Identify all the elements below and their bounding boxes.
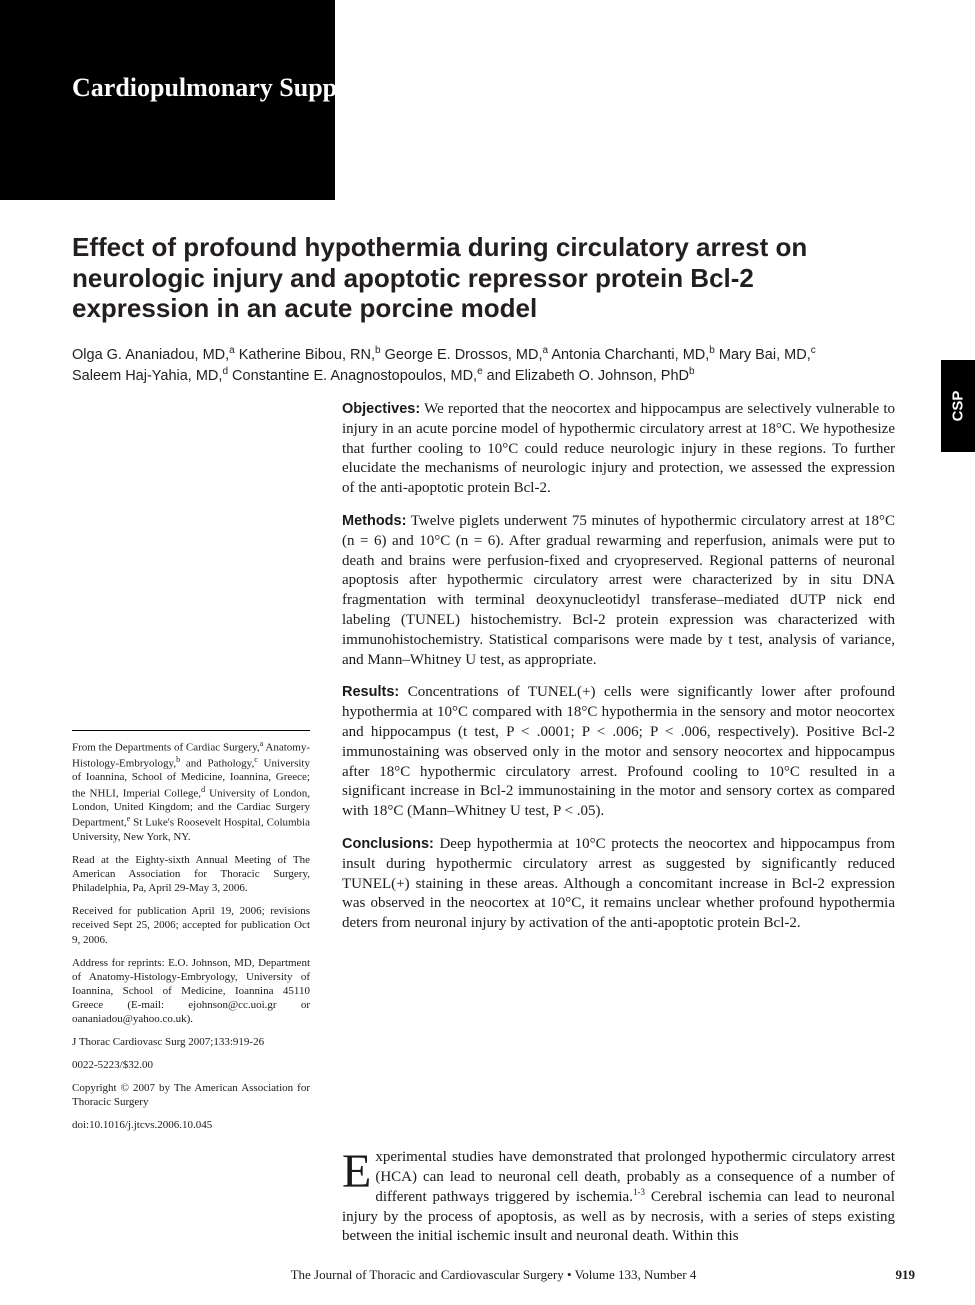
journal-title: The Journal of Thoracic and Cardiovascul… xyxy=(291,1267,564,1282)
footer-sep: • xyxy=(564,1267,575,1282)
doi: doi:10.1016/j.jtcvs.2006.10.045 xyxy=(72,1118,310,1132)
conclusions-label: Conclusions: xyxy=(342,836,434,852)
copyright: Copyright © 2007 by The American Associa… xyxy=(72,1081,310,1109)
read-at: Read at the Eighty-sixth Annual Meeting … xyxy=(72,853,310,895)
author: Constantine E. Anagnostopoulos, MD, xyxy=(232,368,477,384)
objectives-text: We reported that the neocortex and hippo… xyxy=(342,401,895,496)
affiliations: From the Departments of Cardiac Surgery,… xyxy=(72,739,310,844)
affil-sup: b xyxy=(375,345,381,356)
author: George E. Drossos, MD, xyxy=(385,347,543,363)
author: Olga G. Ananiadou, MD, xyxy=(72,347,229,363)
page-footer: The Journal of Thoracic and Cardiovascul… xyxy=(72,1267,915,1283)
abstract: Objectives: We reported that the neocort… xyxy=(342,400,895,947)
abstract-objectives: Objectives: We reported that the neocort… xyxy=(342,400,895,499)
side-tab: CSP xyxy=(941,360,975,452)
side-tab-text: CSP xyxy=(950,391,967,422)
methods-text: Twelve piglets underwent 75 minutes of h… xyxy=(342,513,895,668)
body-paragraph: Experimental studies have demonstrated t… xyxy=(342,1148,895,1247)
issn: 0022-5223/$32.00 xyxy=(72,1058,310,1072)
objectives-label: Objectives: xyxy=(342,401,420,417)
affil-sup: e xyxy=(477,366,483,377)
author: Mary Bai, MD, xyxy=(719,347,811,363)
citation: J Thorac Cardiovasc Surg 2007;133:919-26 xyxy=(72,1035,310,1049)
author: Saleem Haj-Yahia, MD, xyxy=(72,368,222,384)
section-label: Cardiopulmonary Support and Physiology xyxy=(72,72,545,105)
reprints: Address for reprints: E.O. Johnson, MD, … xyxy=(72,956,310,1026)
citation-sup: 1-3 xyxy=(633,1187,645,1197)
page-number: 919 xyxy=(896,1267,916,1283)
abstract-methods: Methods: Twelve piglets underwent 75 min… xyxy=(342,512,895,670)
abstract-conclusions: Conclusions: Deep hypothermia at 10°C pr… xyxy=(342,835,895,934)
author-list: Olga G. Ananiadou, MD,a Katherine Bibou,… xyxy=(72,344,895,387)
received: Received for publication April 19, 2006;… xyxy=(72,904,310,946)
results-text: Concentrations of TUNEL(+) cells were si… xyxy=(342,684,895,819)
article-title: Effect of profound hypothermia during ci… xyxy=(72,232,895,324)
affil-sup: d xyxy=(222,366,228,377)
dropcap: E xyxy=(342,1148,375,1193)
abstract-results: Results: Concentrations of TUNEL(+) cell… xyxy=(342,683,895,822)
author: Antonia Charchanti, MD, xyxy=(551,347,709,363)
affil-text: and Pathology, xyxy=(180,757,254,769)
affil-sup: a xyxy=(229,345,235,356)
affil-text: From the Departments of Cardiac Surgery, xyxy=(72,742,260,754)
affil-sup: c xyxy=(811,345,816,356)
methods-label: Methods: xyxy=(342,513,406,529)
issue: Volume 133, Number 4 xyxy=(575,1267,697,1282)
results-label: Results: xyxy=(342,684,399,700)
author: Katherine Bibou, RN, xyxy=(239,347,375,363)
article-info-sidebar: From the Departments of Cardiac Surgery,… xyxy=(72,730,310,1141)
affil-sup: a xyxy=(543,345,549,356)
affil-sup: b xyxy=(709,345,715,356)
author: and Elizabeth O. Johnson, PhD xyxy=(487,368,689,384)
affil-sup: b xyxy=(689,366,695,377)
